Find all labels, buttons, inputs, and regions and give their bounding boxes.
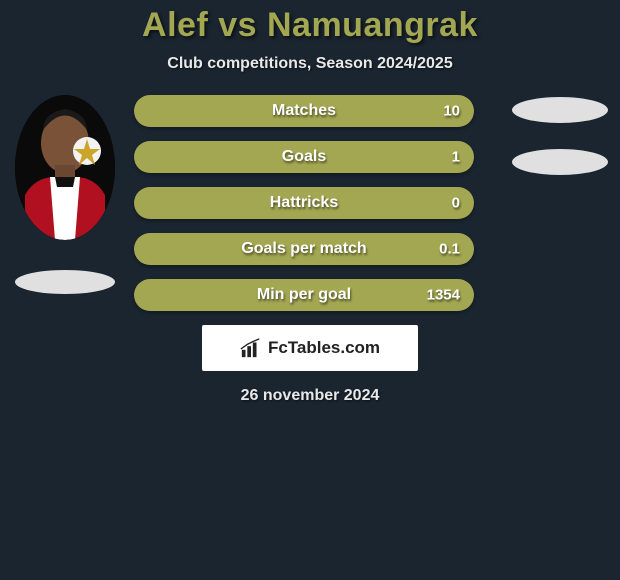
player-right-placeholder — [512, 149, 608, 175]
stat-label: Hattricks — [270, 194, 338, 212]
comparison-card: Alef vs Namuangrak Club competitions, Se… — [0, 0, 620, 405]
stat-label: Goals — [282, 148, 326, 166]
subtitle: Club competitions, Season 2024/2025 — [167, 55, 452, 73]
stat-bar-matches: Matches 10 — [134, 95, 474, 127]
stat-value: 10 — [443, 103, 460, 120]
player-left-column — [0, 95, 130, 294]
player-avatar — [15, 95, 115, 240]
stat-value: 1354 — [427, 287, 460, 304]
date-text: 26 november 2024 — [241, 387, 380, 405]
stats-area: Matches 10 Goals 1 Hattricks 0 Goals per… — [0, 95, 620, 311]
stat-value: 0 — [452, 195, 460, 212]
player-left-placeholder — [15, 270, 115, 294]
bar-chart-icon — [240, 337, 262, 359]
stat-value: 0.1 — [439, 241, 460, 258]
stat-bars: Matches 10 Goals 1 Hattricks 0 Goals per… — [130, 95, 500, 311]
player-right-placeholder — [512, 97, 608, 123]
logo-text: FcTables.com — [268, 338, 380, 358]
stat-value: 1 — [452, 149, 460, 166]
page-title: Alef vs Namuangrak — [142, 6, 478, 45]
stat-bar-min-per-goal: Min per goal 1354 — [134, 279, 474, 311]
stat-label: Matches — [272, 102, 336, 120]
avatar-image — [15, 95, 115, 240]
source-logo[interactable]: FcTables.com — [202, 325, 418, 371]
player-right-column — [500, 95, 620, 175]
stat-bar-goals: Goals 1 — [134, 141, 474, 173]
stat-label: Goals per match — [241, 240, 366, 258]
stat-label: Min per goal — [257, 286, 351, 304]
stat-bar-hattricks: Hattricks 0 — [134, 187, 474, 219]
stat-bar-goals-per-match: Goals per match 0.1 — [134, 233, 474, 265]
